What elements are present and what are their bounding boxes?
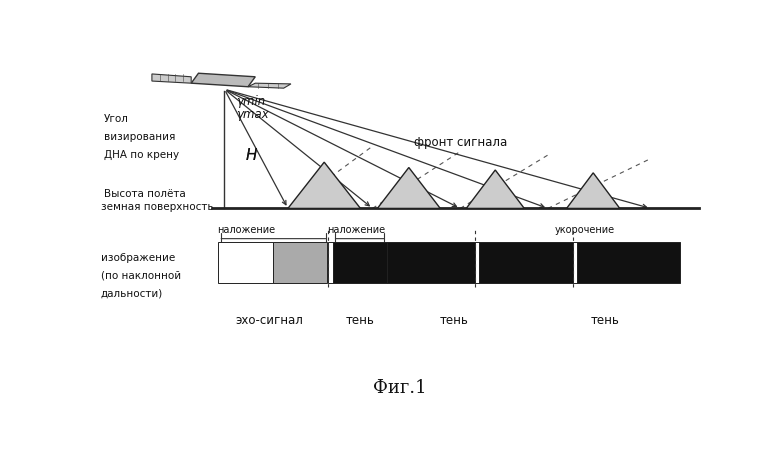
Text: наложение: наложение xyxy=(327,225,385,235)
Bar xyxy=(479,242,573,283)
Bar xyxy=(332,242,387,283)
Text: Высота полёта: Высота полёта xyxy=(104,189,186,199)
Text: тень: тень xyxy=(590,314,620,327)
Text: земная поверхность: земная поверхность xyxy=(101,201,213,212)
Bar xyxy=(577,242,679,283)
Text: Угол: Угол xyxy=(104,115,129,124)
Text: (по наклонной: (по наклонной xyxy=(101,271,181,281)
Bar xyxy=(328,242,332,283)
Polygon shape xyxy=(248,83,291,88)
Text: изображение: изображение xyxy=(101,253,175,263)
Text: γmax: γmax xyxy=(236,108,269,121)
Polygon shape xyxy=(191,73,255,87)
Bar xyxy=(475,242,479,283)
Text: ДНА по крену: ДНА по крену xyxy=(104,150,179,160)
Text: укорочение: укорочение xyxy=(555,225,615,235)
Text: H: H xyxy=(246,147,257,163)
Text: тень: тень xyxy=(440,314,469,327)
Text: фронт сигнала: фронт сигнала xyxy=(413,136,507,149)
Text: наложение: наложение xyxy=(217,225,275,235)
Text: H: H xyxy=(246,147,257,163)
Bar xyxy=(573,242,577,283)
Bar xyxy=(273,242,328,283)
Text: Фиг.1: Фиг.1 xyxy=(373,379,427,397)
Text: дальности): дальности) xyxy=(101,289,163,299)
Polygon shape xyxy=(288,162,360,208)
Text: тень: тень xyxy=(346,314,375,327)
Text: визирования: визирования xyxy=(104,132,175,142)
Bar xyxy=(218,242,273,283)
Bar xyxy=(387,242,475,283)
Polygon shape xyxy=(566,173,620,208)
Polygon shape xyxy=(378,168,440,208)
Polygon shape xyxy=(152,74,191,83)
Polygon shape xyxy=(466,170,524,208)
Text: γmin: γmin xyxy=(236,95,266,108)
Text: эхо-сигнал: эхо-сигнал xyxy=(236,314,303,327)
